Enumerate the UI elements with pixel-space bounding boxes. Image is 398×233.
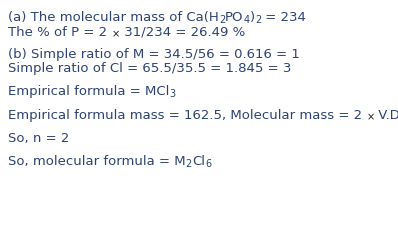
Text: (a) The molecular mass of Ca(H: (a) The molecular mass of Ca(H (8, 11, 219, 24)
Text: So, molecular formula = M: So, molecular formula = M (8, 155, 185, 168)
Text: Cl: Cl (192, 155, 205, 168)
Text: PO: PO (225, 11, 244, 24)
Text: Empirical formula = MCl: Empirical formula = MCl (8, 85, 170, 98)
Text: ×: × (111, 30, 119, 40)
Text: (b) Simple ratio of M = 34.5/56 = 0.616 = 1: (b) Simple ratio of M = 34.5/56 = 0.616 … (8, 48, 300, 61)
Text: Simple ratio of Cl = 65.5/35.5 = 1.845 = 3: Simple ratio of Cl = 65.5/35.5 = 1.845 =… (8, 62, 291, 75)
Text: 3: 3 (170, 89, 176, 99)
Text: 2: 2 (255, 14, 261, 24)
Text: The % of P = 2: The % of P = 2 (8, 26, 111, 39)
Text: = 234: = 234 (261, 11, 306, 24)
Text: Empirical formula mass = 162.5, Molecular mass = 2: Empirical formula mass = 162.5, Molecula… (8, 109, 367, 122)
Text: 31/234 = 26.49 %: 31/234 = 26.49 % (119, 26, 245, 39)
Text: V.D = 325: V.D = 325 (375, 109, 398, 122)
Text: ): ) (250, 11, 255, 24)
Text: ×: × (367, 113, 375, 123)
Text: 6: 6 (205, 159, 211, 168)
Text: 2: 2 (219, 14, 225, 24)
Text: 4: 4 (244, 14, 250, 24)
Text: 2: 2 (185, 159, 192, 168)
Text: So, n = 2: So, n = 2 (8, 132, 69, 145)
